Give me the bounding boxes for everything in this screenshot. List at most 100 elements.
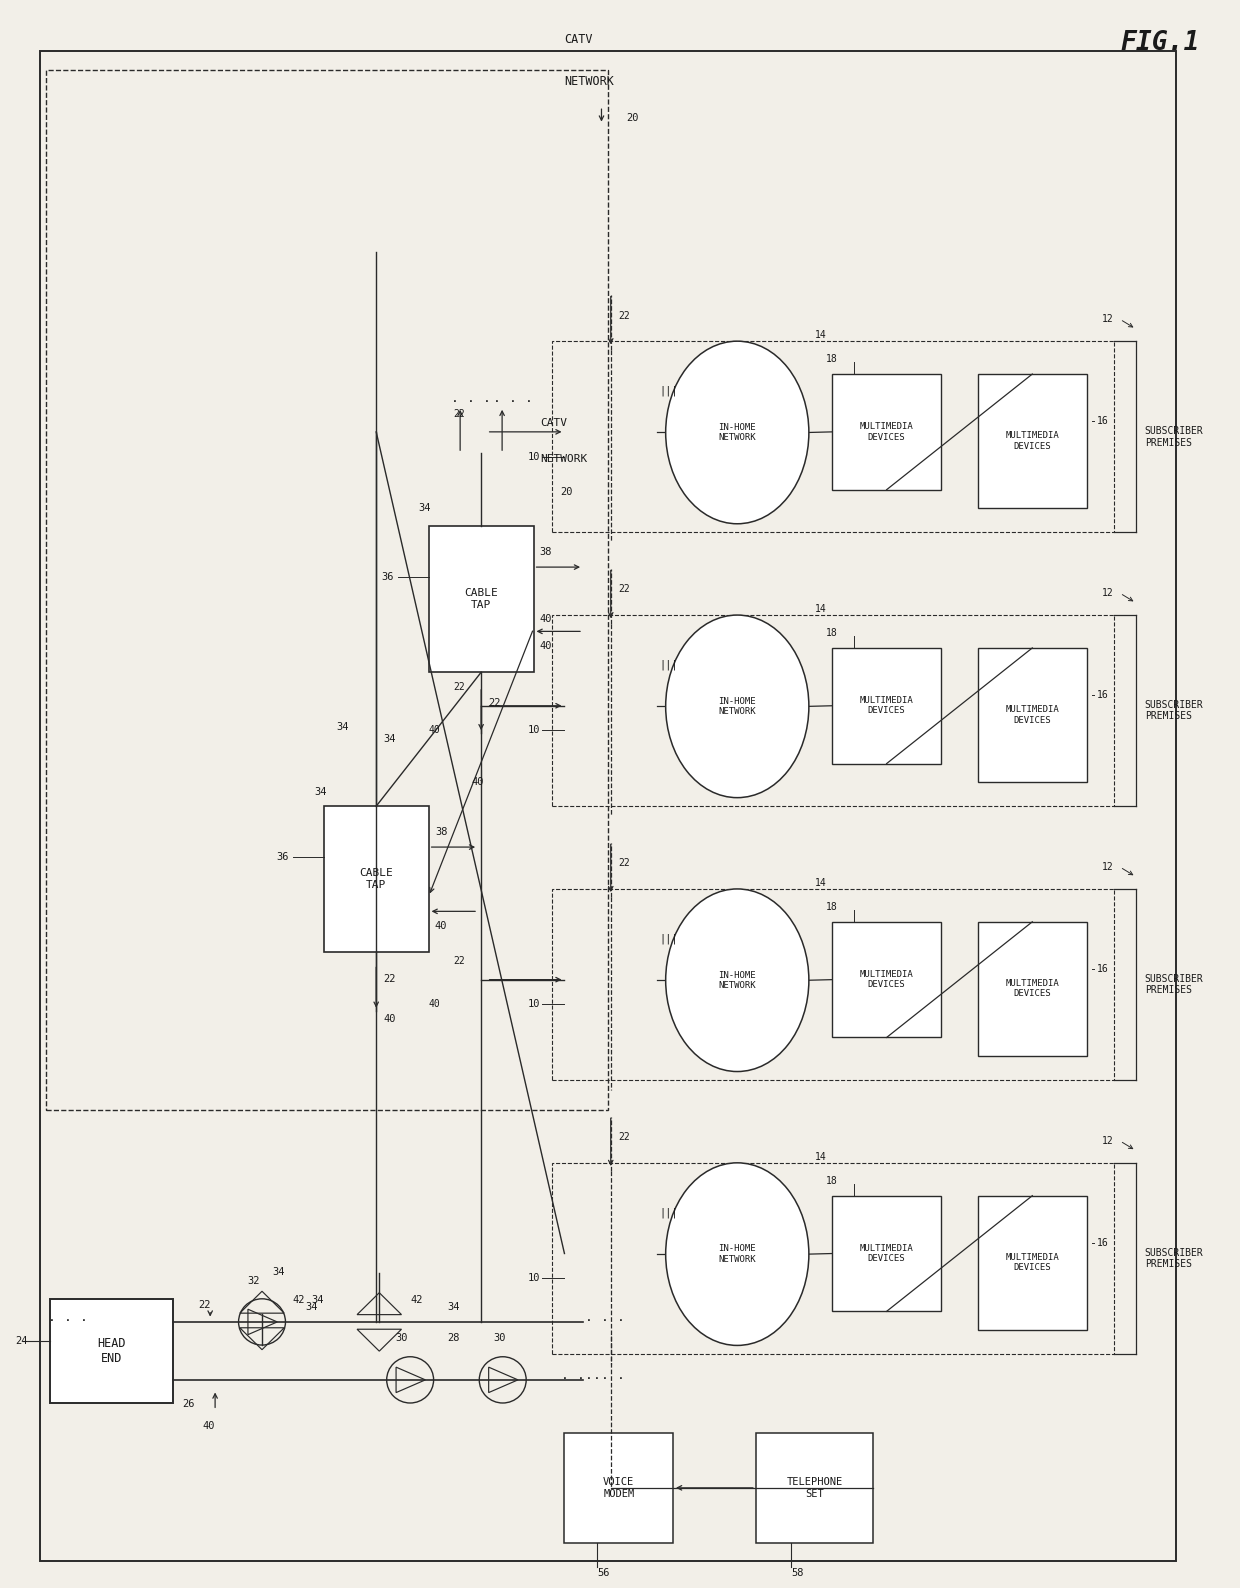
- Text: CABLE
TAP: CABLE TAP: [464, 589, 498, 610]
- FancyBboxPatch shape: [429, 526, 533, 672]
- Text: |||: |||: [660, 386, 678, 397]
- Text: 22: 22: [489, 697, 501, 708]
- Text: . . .: . . .: [48, 1310, 88, 1323]
- Text: MULTIMEDIA
DEVICES: MULTIMEDIA DEVICES: [859, 970, 914, 989]
- Text: 36: 36: [382, 572, 394, 583]
- Text: VOICE
MODEM: VOICE MODEM: [603, 1477, 635, 1499]
- Text: IN-HOME
NETWORK: IN-HOME NETWORK: [718, 970, 756, 989]
- Text: 22: 22: [383, 973, 396, 985]
- Text: 22: 22: [619, 584, 630, 594]
- FancyBboxPatch shape: [978, 648, 1086, 781]
- FancyBboxPatch shape: [564, 1432, 673, 1542]
- Text: . . .: . . .: [450, 392, 491, 405]
- Text: 12: 12: [1101, 314, 1114, 324]
- Text: 12: 12: [1101, 1135, 1114, 1147]
- Text: 16: 16: [1096, 416, 1109, 426]
- Text: 28: 28: [448, 1334, 460, 1343]
- Text: 40: 40: [539, 613, 552, 624]
- Text: |||: |||: [660, 1207, 678, 1218]
- Text: 12: 12: [1101, 862, 1114, 872]
- Text: 20: 20: [560, 488, 573, 497]
- Text: MULTIMEDIA
DEVICES: MULTIMEDIA DEVICES: [1006, 1253, 1059, 1272]
- FancyBboxPatch shape: [50, 1299, 174, 1402]
- Text: 34: 34: [419, 503, 432, 513]
- Text: 22: 22: [619, 311, 630, 321]
- Text: 40: 40: [429, 999, 440, 1008]
- Ellipse shape: [666, 341, 808, 524]
- Text: 16: 16: [1096, 689, 1109, 700]
- Text: 16: 16: [1096, 964, 1109, 973]
- Text: 34: 34: [272, 1267, 284, 1277]
- Text: 40: 40: [383, 1015, 396, 1024]
- Text: NETWORK: NETWORK: [539, 454, 587, 464]
- Text: 40: 40: [429, 726, 440, 735]
- FancyBboxPatch shape: [978, 1196, 1086, 1329]
- Text: MULTIMEDIA
DEVICES: MULTIMEDIA DEVICES: [859, 422, 914, 441]
- Text: NETWORK: NETWORK: [564, 75, 614, 89]
- Text: 30: 30: [492, 1334, 506, 1343]
- Text: 10: 10: [527, 451, 539, 462]
- Text: . . .: . . .: [585, 1310, 625, 1323]
- Text: 40: 40: [203, 1421, 216, 1431]
- Text: 56: 56: [596, 1567, 610, 1578]
- Text: CATV: CATV: [539, 418, 567, 427]
- Text: 32: 32: [247, 1275, 259, 1286]
- Text: 22: 22: [454, 408, 465, 419]
- Text: SUBSCRIBER
PREMISES: SUBSCRIBER PREMISES: [1145, 426, 1203, 448]
- Text: 12: 12: [1101, 588, 1114, 599]
- Text: 22: 22: [454, 683, 465, 692]
- Text: IN-HOME
NETWORK: IN-HOME NETWORK: [718, 697, 756, 716]
- Text: . . .: . . .: [492, 392, 533, 405]
- Text: 58: 58: [791, 1567, 804, 1578]
- Text: 10: 10: [527, 1274, 539, 1283]
- FancyBboxPatch shape: [832, 921, 941, 1037]
- Text: 10: 10: [527, 726, 539, 735]
- Text: 34: 34: [305, 1302, 317, 1312]
- Text: 16: 16: [1096, 1237, 1109, 1248]
- Text: 26: 26: [182, 1399, 195, 1409]
- Text: 14: 14: [815, 1151, 827, 1162]
- FancyBboxPatch shape: [832, 648, 941, 764]
- Text: 42: 42: [293, 1294, 305, 1305]
- FancyBboxPatch shape: [832, 1196, 941, 1312]
- Text: MULTIMEDIA
DEVICES: MULTIMEDIA DEVICES: [1006, 980, 1059, 999]
- Text: 42: 42: [410, 1296, 423, 1305]
- Ellipse shape: [666, 1162, 808, 1345]
- Text: 38: 38: [539, 548, 552, 557]
- Text: SUBSCRIBER
PREMISES: SUBSCRIBER PREMISES: [1145, 1248, 1203, 1269]
- Text: 38: 38: [435, 827, 448, 837]
- Text: IN-HOME
NETWORK: IN-HOME NETWORK: [718, 1245, 756, 1264]
- Text: 30: 30: [396, 1334, 408, 1343]
- FancyBboxPatch shape: [324, 807, 429, 953]
- Ellipse shape: [666, 615, 808, 797]
- Text: 18: 18: [826, 1177, 838, 1186]
- Text: 14: 14: [815, 330, 827, 340]
- Text: MULTIMEDIA
DEVICES: MULTIMEDIA DEVICES: [859, 696, 914, 716]
- Text: HEAD
END: HEAD END: [97, 1337, 125, 1366]
- Ellipse shape: [666, 889, 808, 1072]
- Text: MULTIMEDIA
DEVICES: MULTIMEDIA DEVICES: [1006, 432, 1059, 451]
- Text: 40: 40: [539, 642, 552, 651]
- Text: 22: 22: [619, 859, 630, 869]
- Text: 20: 20: [626, 113, 639, 124]
- Text: 18: 18: [826, 629, 838, 638]
- Text: 22: 22: [619, 1132, 630, 1142]
- Text: 10: 10: [527, 999, 539, 1010]
- Text: |||: |||: [660, 934, 678, 945]
- Text: 34: 34: [314, 786, 326, 797]
- Text: 18: 18: [826, 354, 838, 364]
- Text: 40: 40: [471, 777, 484, 786]
- Text: IN-HOME
NETWORK: IN-HOME NETWORK: [718, 422, 756, 441]
- FancyBboxPatch shape: [832, 375, 941, 489]
- Text: SUBSCRIBER
PREMISES: SUBSCRIBER PREMISES: [1145, 973, 1203, 996]
- Text: 22: 22: [198, 1301, 211, 1310]
- Text: 14: 14: [815, 603, 827, 615]
- Text: |||: |||: [660, 659, 678, 670]
- FancyBboxPatch shape: [978, 375, 1086, 508]
- Text: 34: 34: [336, 723, 348, 732]
- Text: 24: 24: [15, 1336, 27, 1345]
- Text: 18: 18: [826, 902, 838, 912]
- Text: MULTIMEDIA
DEVICES: MULTIMEDIA DEVICES: [1006, 705, 1059, 724]
- Text: 34: 34: [311, 1296, 324, 1305]
- Text: 34: 34: [448, 1302, 460, 1312]
